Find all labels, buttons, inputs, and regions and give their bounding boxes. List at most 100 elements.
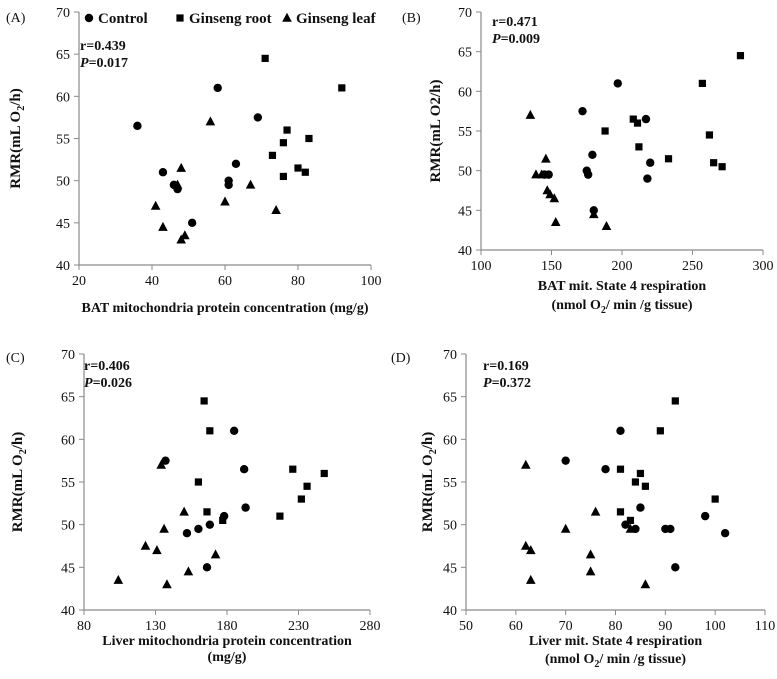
point-control [187, 218, 197, 228]
point-ginseng-root [705, 131, 714, 139]
y-tick-label: 40 [443, 604, 457, 619]
x-tick-label: 200 [612, 259, 633, 274]
y-tick-label: 60 [458, 85, 472, 100]
axes [465, 354, 765, 611]
point-ginseng-root [200, 397, 208, 405]
point-ginseng-leaf [162, 579, 172, 589]
point-ginseng-root [631, 478, 640, 486]
point-ginseng-root [616, 508, 625, 516]
x-tick-label: 100 [471, 259, 492, 274]
x-tick-label: 100 [361, 274, 382, 289]
y-tick-label: 40 [458, 244, 472, 259]
point-ginseng-leaf [140, 540, 151, 550]
point-ginseng-root [206, 427, 214, 435]
point-control [205, 520, 215, 529]
point-ginseng-root [219, 516, 227, 524]
point-ginseng-root [289, 465, 297, 473]
point-ginseng-root [629, 115, 637, 123]
point-ginseng-leaf [550, 217, 561, 227]
y-tick-label: 50 [61, 519, 75, 534]
x-tick-label: 40 [145, 274, 159, 289]
point-control [194, 524, 203, 534]
x-tick-label: 80 [77, 619, 91, 634]
correlation-r: r=0.439 [80, 39, 126, 54]
x-tick-label: 130 [145, 619, 166, 634]
panel-label: (C) [6, 351, 25, 366]
x-axis-label: BAT mit. State 4 respiration [538, 279, 707, 294]
point-ginseng-leaf [150, 200, 161, 210]
y-tick-label: 70 [56, 6, 70, 21]
legend-label: Control [98, 11, 148, 27]
point-control [601, 465, 610, 474]
y-tick-label: 70 [61, 348, 75, 363]
x-tick-label: 80 [609, 619, 623, 634]
point-control [588, 150, 597, 159]
point-control [636, 503, 645, 512]
x-axis-label: Liver mit. State 4 respiration [529, 634, 703, 649]
p-value: P=0.017 [80, 56, 128, 71]
point-ginseng-leaf [589, 209, 599, 219]
point-ginseng-root [194, 478, 202, 486]
x-tick-label: 280 [360, 619, 381, 634]
point-ginseng-root [338, 84, 346, 92]
point-ginseng-root [276, 512, 284, 520]
point-ginseng-root [710, 159, 718, 167]
point-ginseng-root [636, 469, 645, 478]
point-ginseng-root [294, 164, 302, 172]
y-axis-label: RMR(mL O2/h) [420, 432, 439, 532]
point-ginseng-root [698, 79, 706, 87]
y-tick-label: 55 [61, 476, 75, 491]
y-tick-label: 65 [443, 391, 457, 406]
point-ginseng-root [656, 427, 664, 435]
legend-marker-ginseng-root [176, 14, 184, 22]
point-ginseng-root [641, 482, 649, 490]
y-axis-label: RMR(mL O2/h) [428, 80, 444, 183]
point-control [224, 180, 233, 190]
x-axis-label: Liver mitochondria protein concentration [102, 634, 352, 649]
panel-label: (B) [402, 11, 421, 26]
correlation-r: r=0.471 [492, 15, 538, 30]
y-tick-label: 70 [443, 348, 457, 363]
point-ginseng-leaf [205, 116, 216, 126]
y-tick-label: 65 [458, 46, 472, 61]
axes [83, 354, 370, 611]
point-ginseng-leaf [585, 549, 596, 559]
y-tick-label: 50 [443, 519, 457, 534]
x-tick-label: 100 [705, 619, 726, 634]
point-ginseng-leaf [521, 459, 531, 469]
point-control [583, 170, 593, 179]
point-ginseng-leaf [220, 196, 230, 206]
y-tick-label: 45 [56, 217, 70, 232]
y-tick-label: 70 [458, 6, 472, 21]
point-ginseng-root [736, 52, 745, 60]
point-ginseng-root [635, 143, 643, 151]
p-value: P=0.009 [492, 32, 540, 47]
y-tick-label: 60 [443, 433, 457, 448]
point-control [229, 426, 239, 435]
x-tick-label: 90 [658, 619, 672, 634]
point-control [182, 529, 192, 538]
point-ginseng-root [664, 155, 673, 163]
y-tick-label: 55 [458, 125, 472, 140]
point-control [666, 524, 675, 534]
x-tick-label: 20 [72, 274, 86, 289]
point-ginseng-leaf [525, 545, 536, 555]
legend-marker-control [84, 13, 94, 23]
point-ginseng-leaf [156, 459, 167, 469]
point-ginseng-root [279, 172, 287, 181]
y-tick-label: 45 [443, 561, 457, 576]
point-ginseng-root [203, 508, 211, 516]
y-tick-label: 65 [56, 48, 70, 63]
y-tick-label: 65 [61, 391, 75, 406]
point-ginseng-leaf [152, 545, 162, 555]
x-axis-label: (nmol O2/ min /g tissue) [545, 652, 686, 670]
y-tick-label: 45 [61, 561, 75, 576]
x-tick-label: 60 [509, 619, 523, 634]
point-ginseng-root [305, 134, 313, 143]
x-tick-label: 50 [459, 619, 473, 634]
x-tick-label: 230 [288, 619, 309, 634]
point-control [158, 168, 168, 177]
point-ginseng-leaf [521, 540, 531, 550]
point-control [701, 511, 710, 521]
